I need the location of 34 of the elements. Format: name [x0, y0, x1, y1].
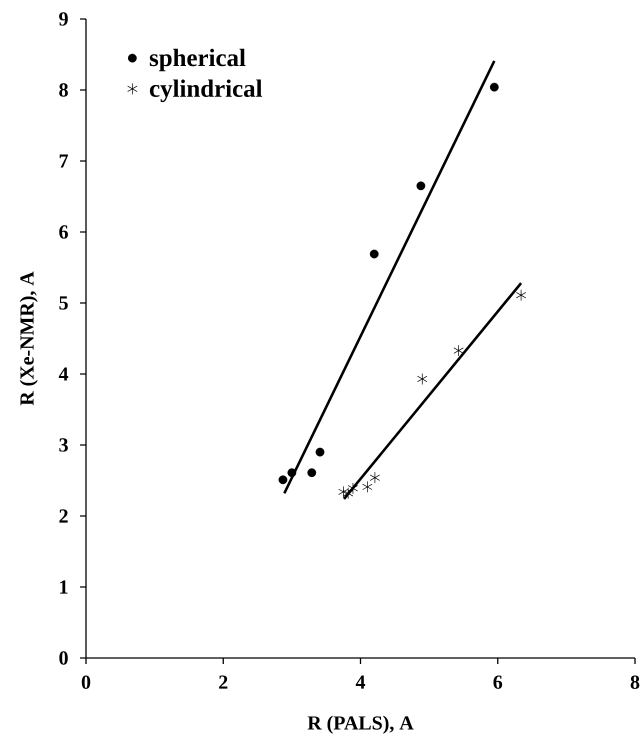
point: [316, 448, 324, 456]
y-tick-label: 0: [59, 651, 68, 665]
x-tick-label: 8: [630, 675, 640, 689]
legend-label: cylindrical: [150, 79, 262, 102]
point: [362, 481, 372, 493]
x-tick-label: 4: [356, 675, 366, 689]
point: [370, 250, 379, 258]
x-axis-title: R (PALS), A: [308, 716, 414, 734]
y-tick-label: 7: [60, 154, 68, 168]
y-tick-label: 1: [60, 580, 68, 594]
point: [370, 472, 380, 484]
point: [417, 373, 428, 385]
point: [416, 181, 426, 190]
point: [338, 486, 348, 498]
point: [348, 482, 358, 494]
point: [490, 82, 499, 92]
point: [307, 468, 316, 478]
x-tick-label: 6: [493, 675, 502, 689]
y-axis-title: R (Xe-NMR), A: [20, 271, 38, 406]
legend-label: spherical: [150, 48, 246, 72]
y-tick-label: 5: [59, 296, 68, 310]
y-tick-label: 9: [59, 12, 68, 26]
y-tick-label: 4: [58, 367, 68, 381]
y-tick-label: 6: [59, 225, 68, 239]
x-tick-label: 0: [82, 675, 90, 689]
x-tick-label: 2: [219, 675, 228, 689]
y-tick-label: 3: [59, 438, 68, 452]
point: [516, 289, 526, 302]
point: [454, 344, 464, 356]
y-tick-label: 8: [59, 83, 68, 97]
y-tick-label: 2: [59, 509, 68, 523]
point: [343, 487, 354, 500]
point: [287, 468, 296, 478]
point: [278, 475, 288, 484]
